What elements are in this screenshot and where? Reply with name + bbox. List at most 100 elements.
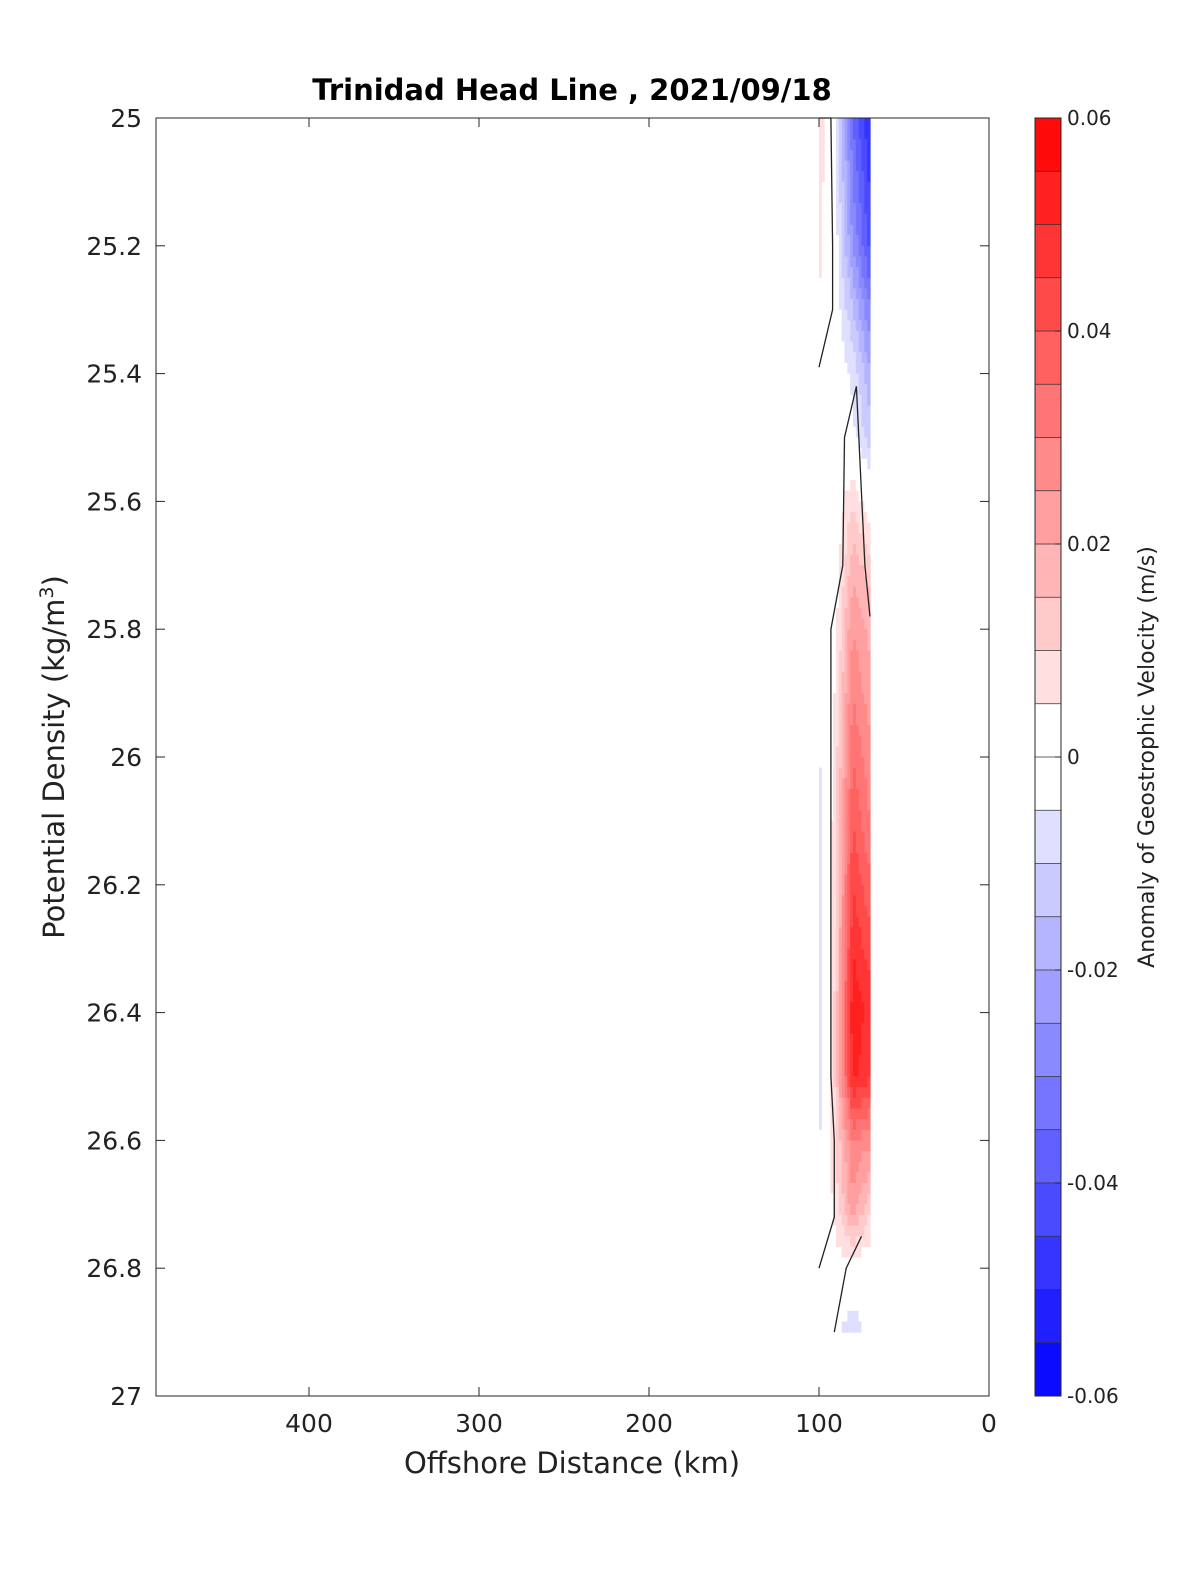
heatmap-cell bbox=[827, 1140, 831, 1152]
heatmap-cell bbox=[850, 895, 854, 907]
heatmap-cell bbox=[858, 629, 863, 641]
x-axis: 400 300 200 100 0 bbox=[285, 118, 997, 1438]
heatmap-cell bbox=[830, 469, 834, 481]
heatmap-cell bbox=[867, 331, 871, 343]
heatmap-cell bbox=[864, 671, 868, 684]
heatmap-cell bbox=[847, 405, 851, 417]
heatmap-cell bbox=[853, 842, 857, 854]
heatmap-cell bbox=[841, 1161, 846, 1173]
heatmap-cell bbox=[819, 618, 823, 630]
heatmap-cell bbox=[827, 884, 831, 897]
heatmap-cell bbox=[858, 1183, 863, 1195]
heatmap-cell bbox=[844, 703, 848, 715]
heatmap-cell bbox=[824, 586, 829, 598]
heatmap-cell bbox=[855, 639, 860, 652]
heatmap-cell bbox=[867, 522, 871, 534]
heatmap-cell bbox=[853, 1268, 857, 1280]
heatmap-cell bbox=[821, 1257, 826, 1269]
heatmap-cell bbox=[821, 480, 826, 492]
heatmap-cell bbox=[858, 938, 863, 950]
heatmap-cell bbox=[855, 171, 860, 183]
heatmap-cell bbox=[844, 341, 848, 353]
heatmap-cell bbox=[864, 416, 868, 428]
heatmap-cell bbox=[847, 1183, 851, 1195]
heatmap-cell bbox=[847, 1151, 851, 1163]
heatmap-cell bbox=[855, 480, 860, 492]
heatmap-cell bbox=[830, 650, 834, 662]
heatmap-cell bbox=[867, 991, 871, 1003]
heatmap-cell bbox=[833, 852, 837, 865]
heatmap-cell bbox=[838, 437, 843, 449]
heatmap-cell bbox=[824, 757, 829, 769]
heatmap-cell bbox=[819, 874, 823, 886]
heatmap-cell bbox=[821, 1108, 826, 1120]
heatmap-cell bbox=[855, 203, 860, 215]
heatmap-cell bbox=[864, 1087, 868, 1099]
colorbar-tick-label: 0 bbox=[1067, 745, 1080, 769]
heatmap-cell bbox=[847, 767, 851, 779]
heatmap-cell bbox=[827, 650, 831, 662]
heatmap-cell bbox=[824, 554, 829, 566]
heatmap-cell bbox=[830, 607, 834, 620]
heatmap-cell bbox=[853, 1214, 857, 1227]
heatmap-cell bbox=[824, 767, 829, 779]
heatmap-cell bbox=[833, 224, 837, 236]
heatmap-cell bbox=[850, 1300, 854, 1312]
heatmap-cell bbox=[841, 245, 846, 258]
heatmap-cell bbox=[838, 884, 843, 897]
heatmap-cell bbox=[844, 1001, 848, 1014]
heatmap-cell bbox=[844, 469, 848, 481]
heatmap-cell bbox=[858, 341, 863, 353]
heatmap-cell bbox=[847, 970, 851, 982]
heatmap-cell bbox=[853, 1012, 857, 1024]
heatmap-cell bbox=[824, 224, 829, 236]
heatmap-cell bbox=[858, 1044, 863, 1056]
heatmap-cell bbox=[853, 575, 857, 588]
heatmap-cell bbox=[827, 1001, 831, 1014]
heatmap-cell bbox=[838, 661, 843, 673]
heatmap-cell bbox=[844, 1300, 848, 1312]
heatmap-cell bbox=[821, 1065, 826, 1078]
heatmap-cell bbox=[850, 1289, 854, 1301]
heatmap-cell bbox=[830, 842, 834, 854]
heatmap-cell bbox=[853, 980, 857, 992]
heatmap-cell bbox=[847, 448, 851, 460]
heatmap-cell bbox=[855, 767, 860, 779]
heatmap-cell bbox=[847, 884, 851, 897]
heatmap-cell bbox=[847, 1140, 851, 1152]
heatmap-cell bbox=[830, 629, 834, 641]
heatmap-cell bbox=[836, 160, 840, 172]
heatmap-cell bbox=[847, 938, 851, 950]
heatmap-cell bbox=[838, 682, 843, 694]
heatmap-cell bbox=[836, 938, 840, 950]
heatmap-cell bbox=[841, 586, 846, 598]
heatmap-cell bbox=[830, 544, 834, 556]
heatmap-cell bbox=[838, 842, 843, 854]
heatmap-cell bbox=[867, 448, 871, 460]
heatmap-cell bbox=[821, 256, 826, 268]
heatmap-cell bbox=[861, 203, 865, 215]
heatmap-cell bbox=[819, 970, 823, 982]
heatmap-cell bbox=[853, 682, 857, 694]
heatmap-cell bbox=[827, 1204, 831, 1216]
heatmap-cell bbox=[819, 1033, 823, 1046]
colorbar-segment bbox=[1035, 277, 1061, 332]
heatmap-cell bbox=[838, 1161, 843, 1173]
heatmap-cell bbox=[867, 1033, 871, 1046]
heatmap-cell bbox=[855, 842, 860, 854]
heatmap-cell bbox=[841, 203, 846, 215]
heatmap-cell bbox=[824, 906, 829, 918]
heatmap-cell bbox=[855, 267, 860, 279]
heatmap-cell bbox=[850, 1268, 854, 1280]
heatmap-cell bbox=[821, 405, 826, 417]
heatmap-cell bbox=[819, 746, 823, 758]
heatmap-cell bbox=[819, 980, 823, 992]
heatmap-cell bbox=[855, 181, 860, 194]
heatmap-cell bbox=[819, 948, 823, 960]
heatmap-cell bbox=[821, 767, 826, 779]
heatmap-cell bbox=[833, 575, 837, 588]
heatmap-cell bbox=[833, 480, 837, 492]
heatmap-cell bbox=[855, 693, 860, 705]
heatmap-cell bbox=[858, 714, 863, 726]
heatmap-cell bbox=[850, 1065, 854, 1078]
